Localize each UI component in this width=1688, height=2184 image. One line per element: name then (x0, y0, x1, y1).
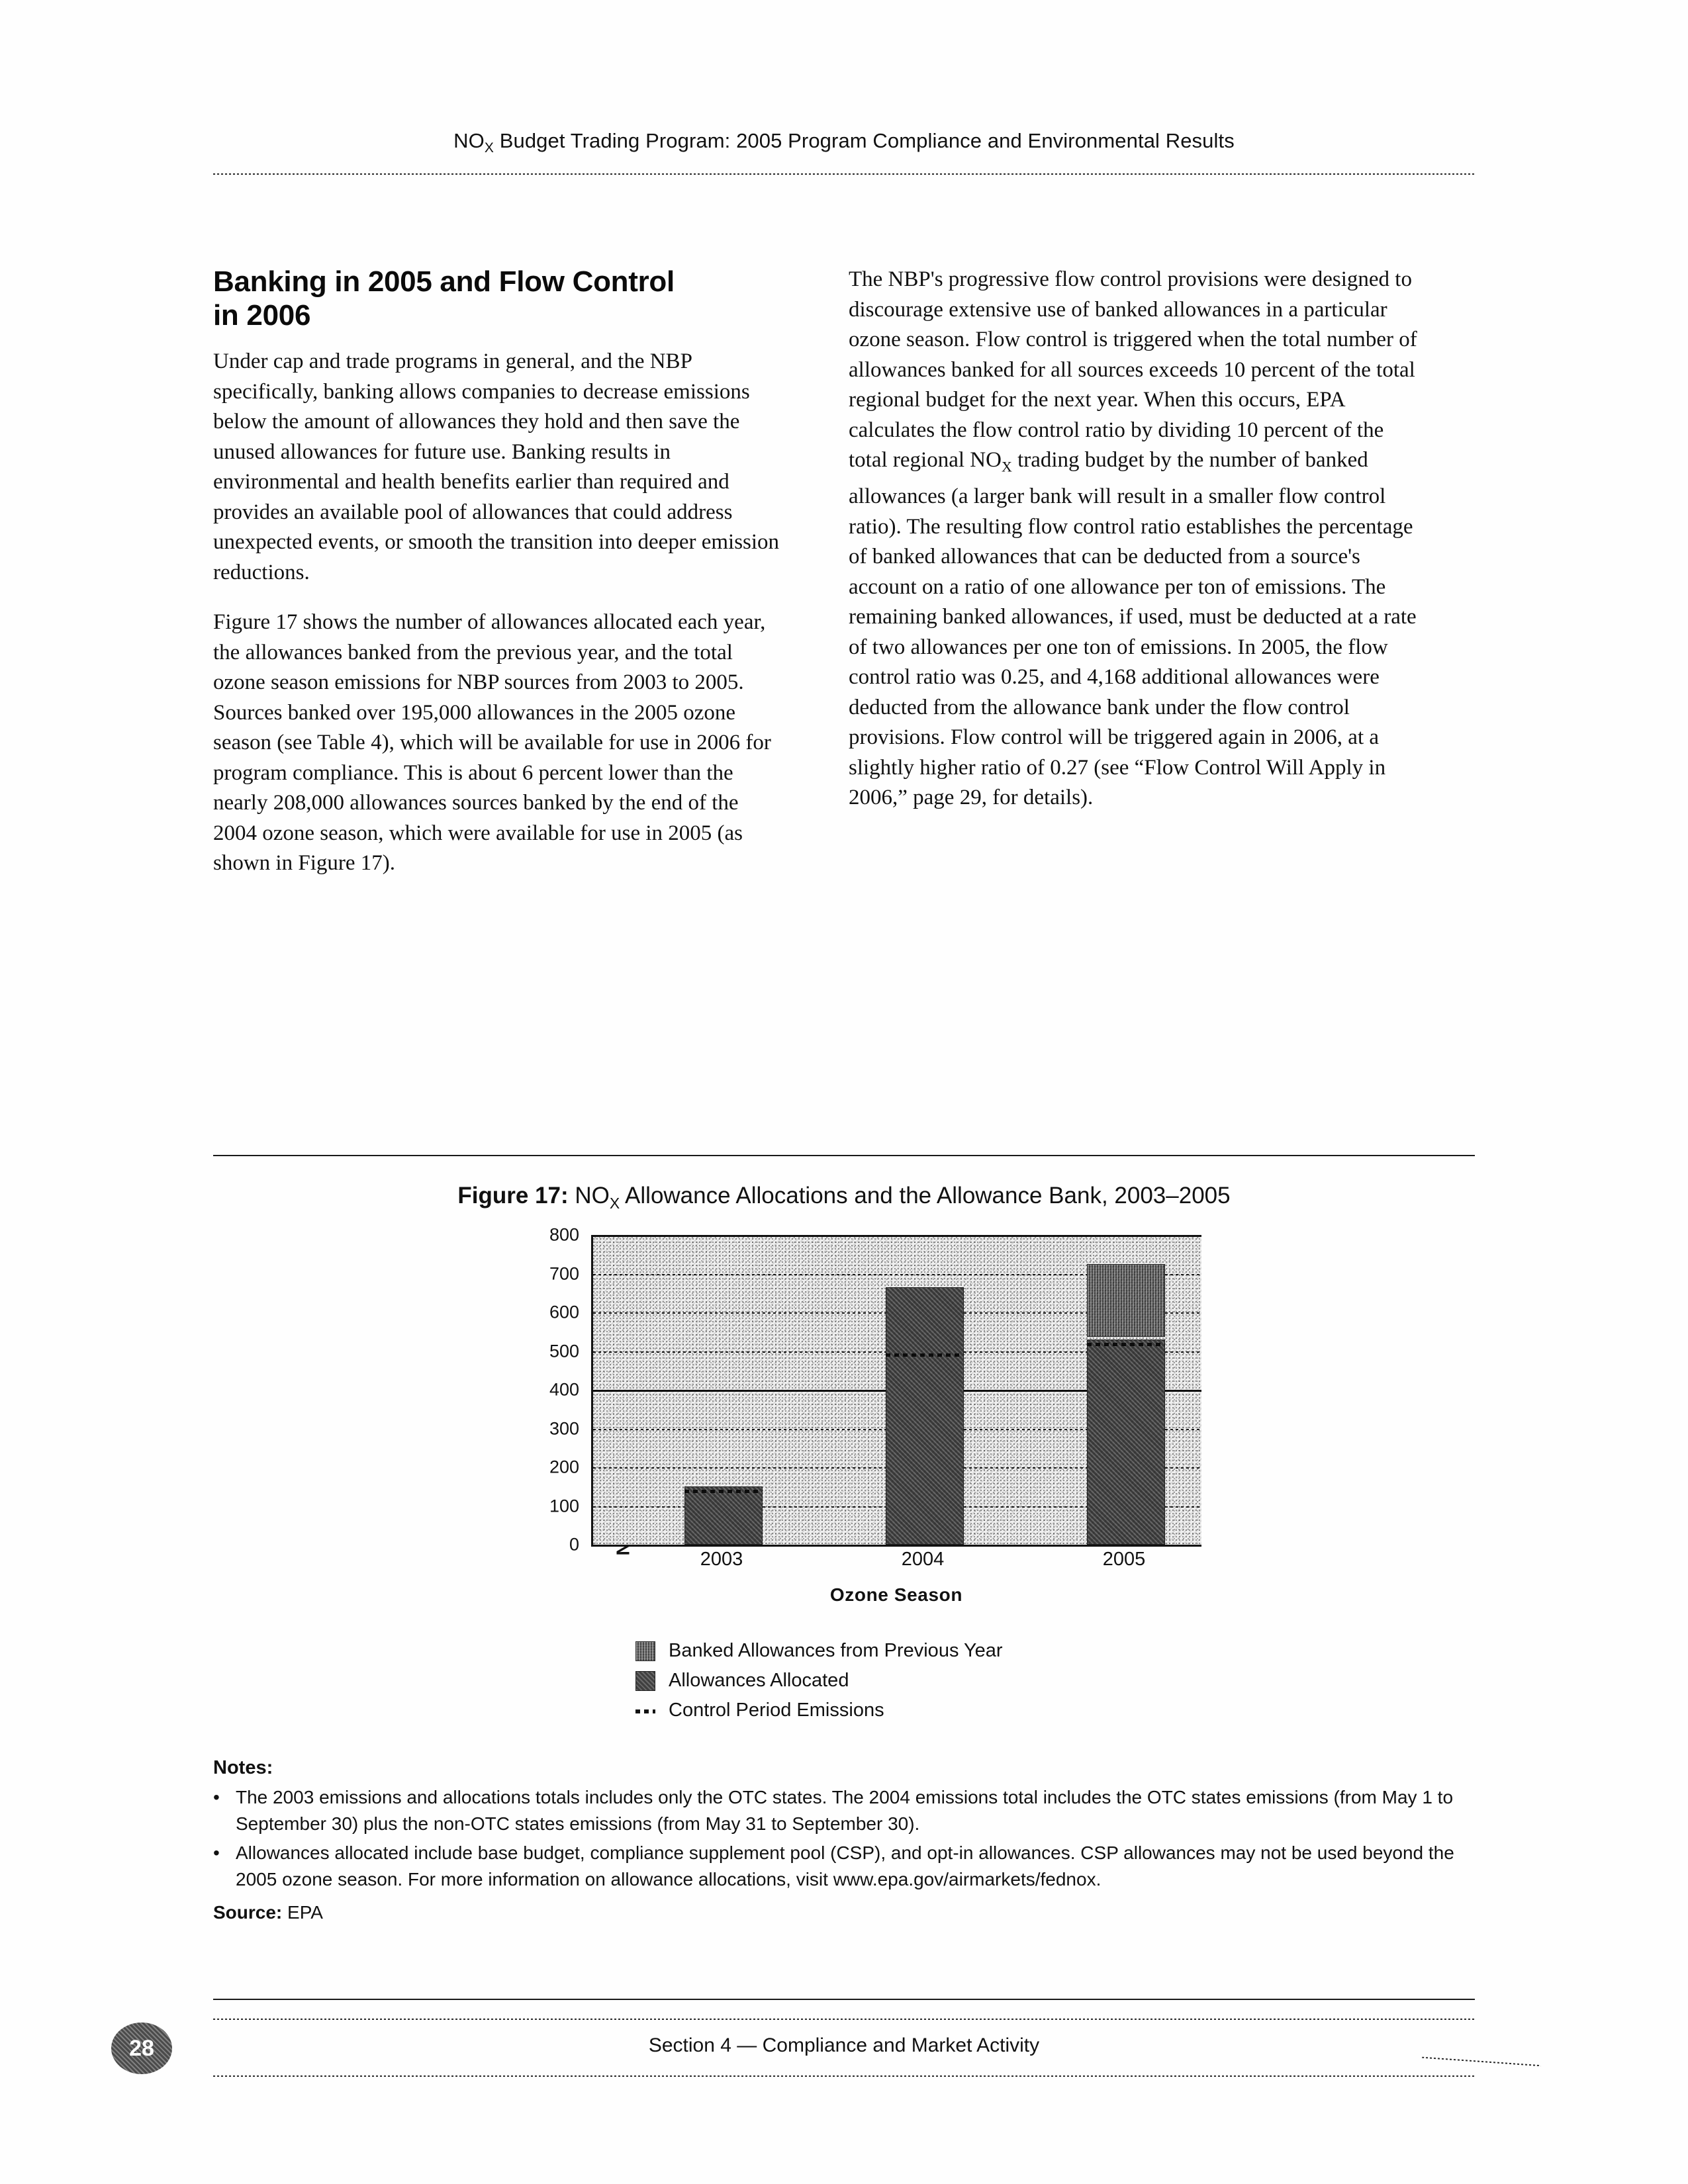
gridline-700 (593, 1273, 1201, 1275)
footer-top-rule (213, 1999, 1475, 2000)
legend-item-allocated: Allowances Allocated (635, 1670, 1475, 1692)
figure-caption-subscript: X (609, 1195, 620, 1212)
bullet-icon: • (213, 1787, 220, 1807)
chart-legend: Banked Allowances from Previous Year All… (635, 1640, 1475, 1721)
source-value: EPA (282, 1902, 323, 1923)
y-tick-100: 100 (549, 1496, 579, 1516)
running-head-subscript: X (484, 140, 494, 156)
y-axis-ticks: 800 700 600 500 400 300 200 100 0 (526, 1225, 586, 1555)
legend-item-emissions: Control Period Emissions (635, 1700, 1475, 1721)
legend-dashed-line-icon (635, 1709, 655, 1713)
notes-heading: Notes: (213, 1757, 273, 1778)
note-item-1: • The 2003 emissions and allocations tot… (213, 1784, 1475, 1837)
bar-group-2004 (886, 1287, 964, 1545)
page-footer: 28 Section 4 — Compliance and Market Act… (0, 2012, 1688, 2085)
y-tick-600: 600 (549, 1302, 579, 1322)
bars-layer (593, 1235, 1201, 1545)
bar-2004-allocated (886, 1287, 964, 1545)
figure-caption-pre: NO (568, 1183, 610, 1208)
source-label: Source: (213, 1902, 283, 1923)
left-column: Banking in 2005 and Flow Control in 2006… (213, 265, 782, 899)
footer-decorative-line (1422, 2056, 1541, 2067)
emissions-line-2004 (886, 1353, 964, 1357)
figure-caption-rest: Allowance Allocations and the Allowance … (620, 1183, 1231, 1208)
figure-caption-label: Figure 17: (457, 1183, 569, 1208)
note-item-2: • Allowances allocated include base budg… (213, 1840, 1475, 1893)
left-paragraph-1: Under cap and trade programs in general,… (213, 349, 780, 584)
right-column: The NBP's progressive flow control provi… (849, 265, 1418, 833)
plot-area (591, 1235, 1201, 1547)
footer-rule-lower (213, 2075, 1475, 2077)
right-paragraph-1-part1: The NBP's progressive flow control provi… (849, 267, 1417, 472)
legend-label-banked: Banked Allowances from Previous Year (669, 1640, 1003, 1661)
x-axis-labels: 2003 2004 2005 (591, 1549, 1201, 1579)
section-heading-line1: Banking in 2005 and Flow Control (213, 265, 675, 298)
figure-block: Figure 17: NOX Allowance Allocations and… (213, 1155, 1475, 1729)
notes-block: Notes: • The 2003 emissions and allocati… (213, 1757, 1475, 1923)
legend-label-allocated: Allowances Allocated (669, 1670, 849, 1691)
y-tick-700: 700 (549, 1263, 579, 1283)
bar-chart: NO X Emissions (Thousand Tons) 800 700 6… (487, 1225, 1201, 1605)
left-paragraph-2: Figure 17 shows the number of allowances… (213, 610, 771, 876)
source-line: Source: EPA (213, 1902, 1475, 1923)
emissions-line-2003 (684, 1490, 763, 1493)
legend-swatch-banked-icon (635, 1641, 655, 1661)
running-head: NOX Budget Trading Program: 2005 Program… (0, 129, 1688, 156)
legend-label-emissions: Control Period Emissions (669, 1700, 884, 1721)
bar-2005-banked (1087, 1264, 1165, 1337)
plot-top-border (593, 1235, 1201, 1237)
bar-2003-allocated (684, 1486, 763, 1545)
y-tick-800: 800 (549, 1224, 579, 1245)
nox-subscript: X (1001, 458, 1012, 475)
page-number-badge: 28 (111, 2023, 172, 2074)
x-label-2005: 2005 (1102, 1549, 1146, 1570)
emissions-line-2005 (1087, 1343, 1165, 1346)
note-text-1: The 2003 emissions and allocations total… (236, 1787, 1454, 1834)
x-label-2003: 2003 (700, 1549, 743, 1570)
running-head-rest: Budget Trading Program: 2005 Program Com… (493, 129, 1235, 152)
footer-section-text: Section 4 — Compliance and Market Activi… (648, 2034, 1040, 2056)
bar-2005-allocated (1087, 1340, 1165, 1545)
legend-swatch-allocated-icon (635, 1670, 655, 1691)
note-text-2: Allowances allocated include base budget… (236, 1843, 1454, 1889)
y-tick-400: 400 (549, 1379, 579, 1400)
figure-caption: Figure 17: NOX Allowance Allocations and… (213, 1183, 1475, 1212)
figure-top-rule (213, 1155, 1475, 1156)
bar-group-2003 (684, 1486, 763, 1545)
y-tick-0: 0 (569, 1534, 579, 1555)
x-label-2004: 2004 (901, 1549, 945, 1570)
x-axis-title: Ozone Season (829, 1584, 963, 1605)
right-paragraph-1-part2: trading budget by the number of banked a… (849, 448, 1417, 810)
footer-rule-upper (213, 2019, 1475, 2020)
bar-group-2005 (1087, 1264, 1165, 1545)
y-tick-200: 200 (549, 1457, 579, 1477)
y-tick-300: 300 (549, 1418, 579, 1438)
running-head-prefix: NO (453, 129, 485, 152)
section-heading-line2: in 2006 (213, 299, 311, 332)
legend-item-banked: Banked Allowances from Previous Year (635, 1640, 1475, 1662)
section-heading: Banking in 2005 and Flow Control in 2006 (213, 265, 782, 332)
header-divider (213, 173, 1475, 175)
bullet-icon: • (213, 1843, 220, 1863)
right-paragraph-1: The NBP's progressive flow control provi… (849, 265, 1418, 813)
y-tick-500: 500 (549, 1341, 579, 1361)
